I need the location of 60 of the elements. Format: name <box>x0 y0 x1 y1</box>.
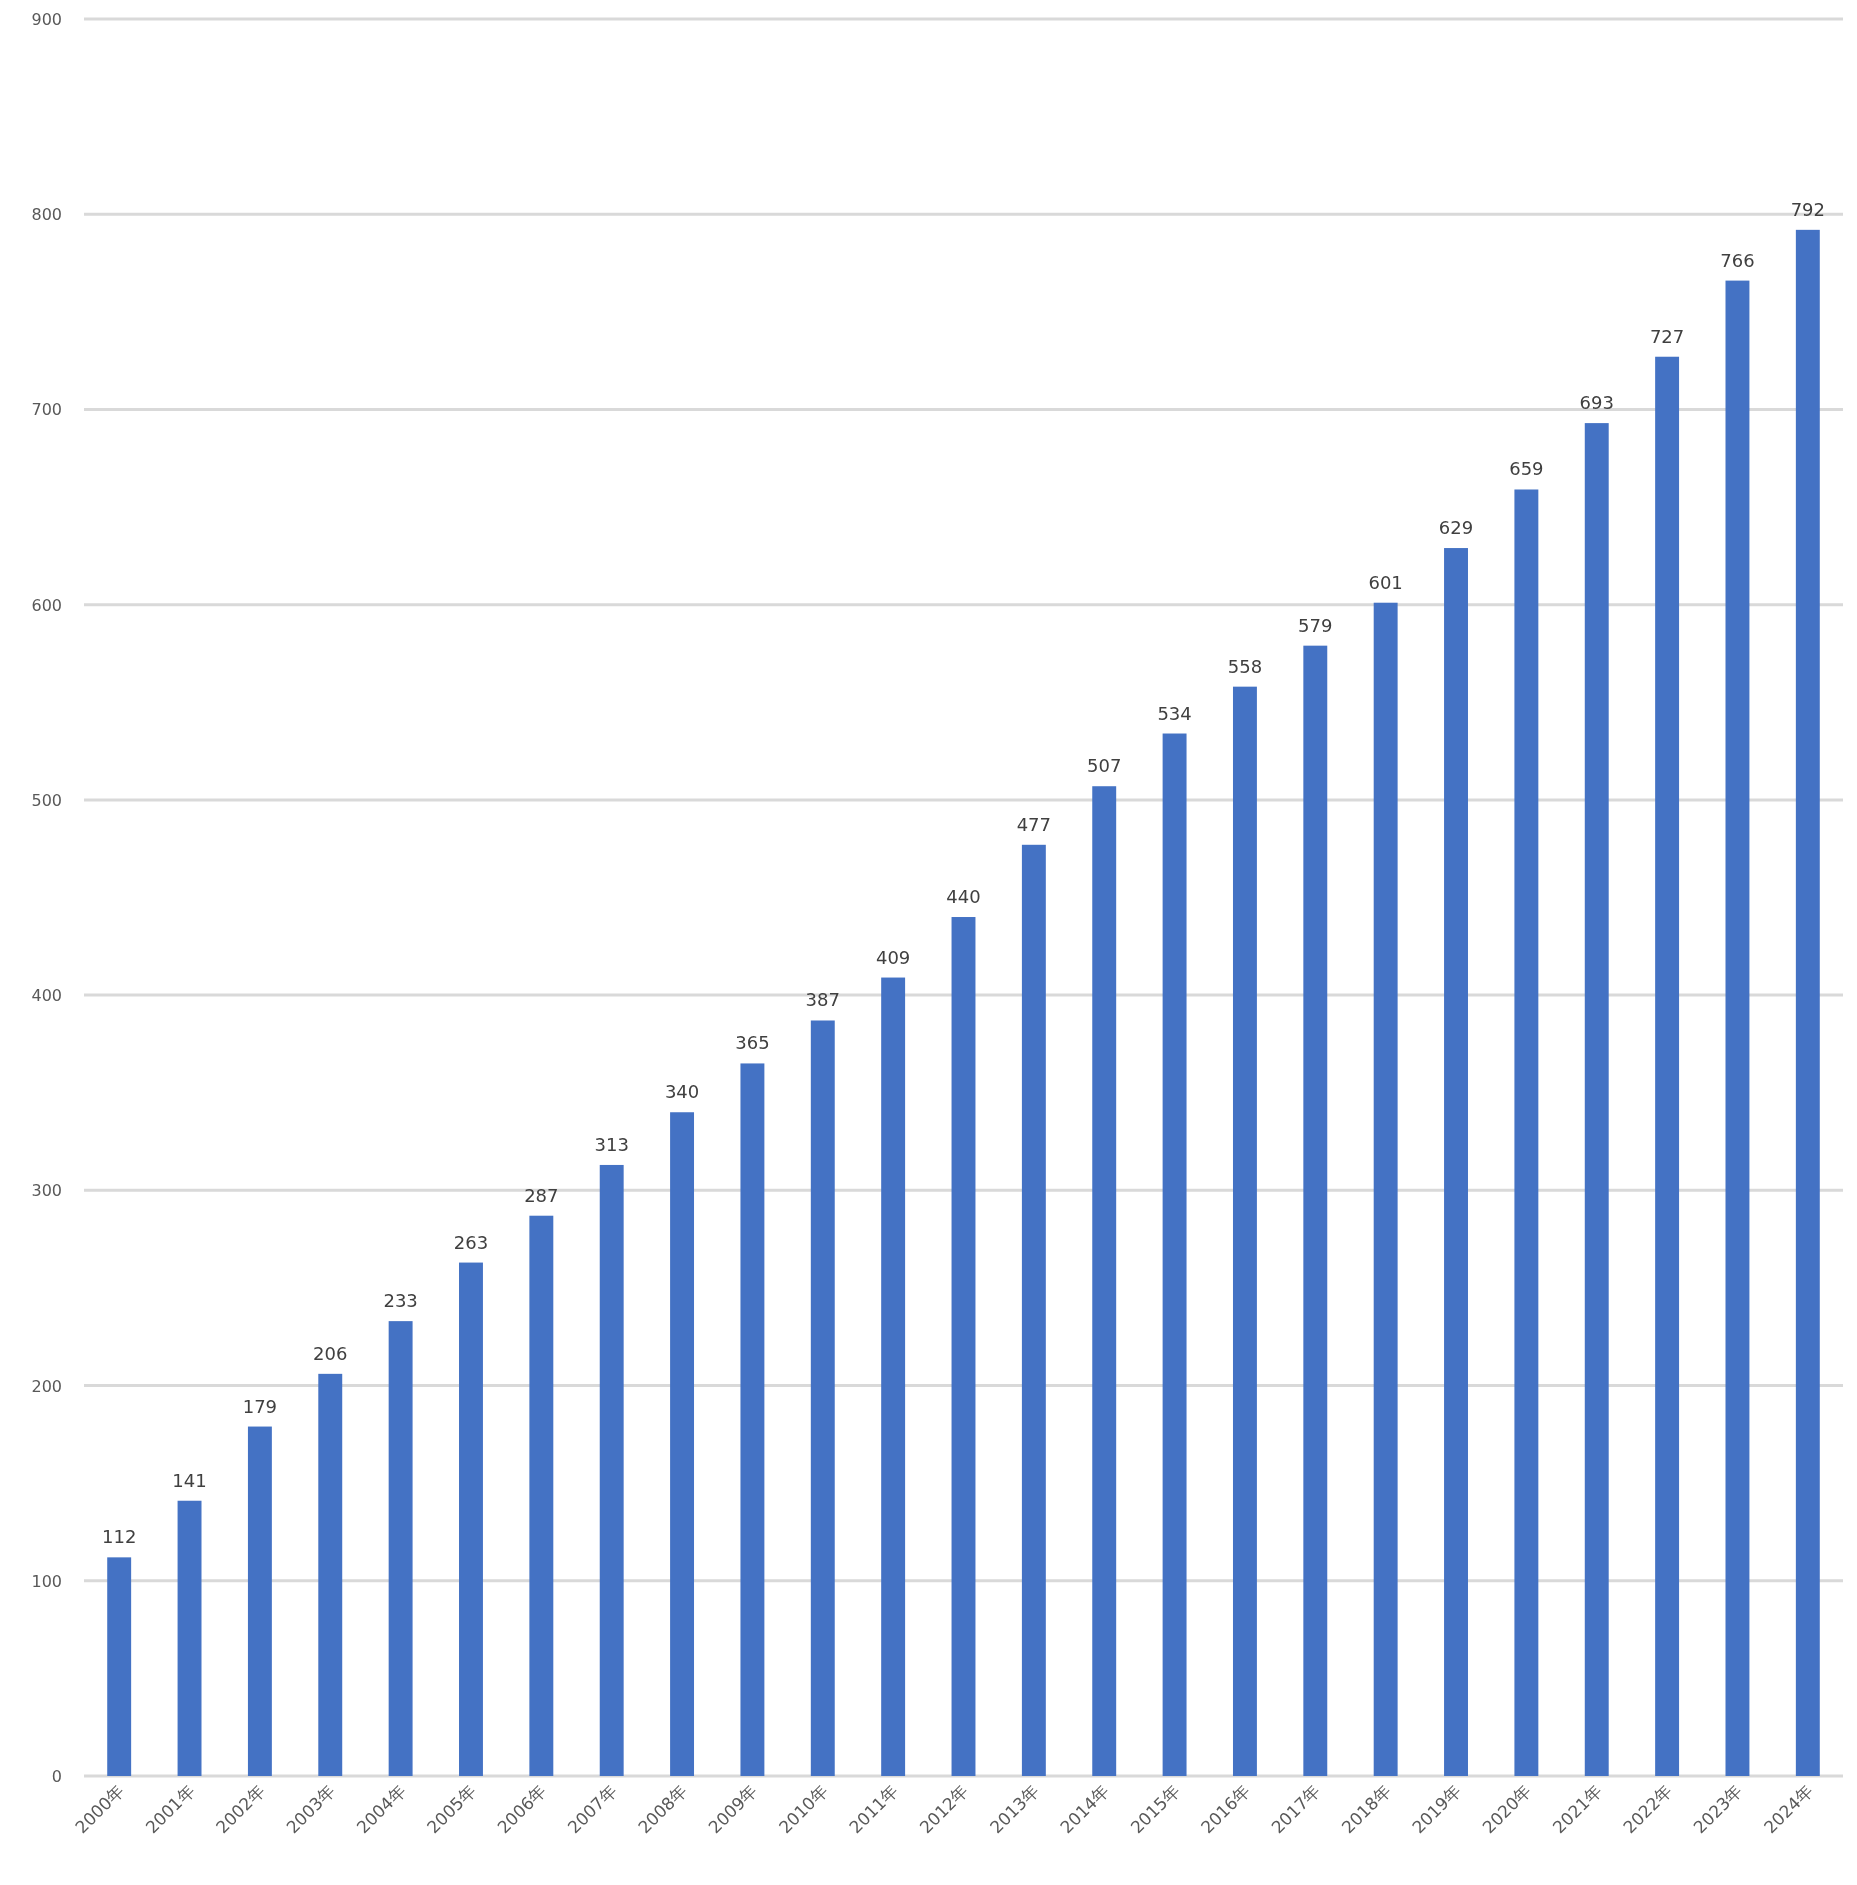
data-label: 233 <box>383 1290 418 1312</box>
data-label: 287 <box>524 1184 559 1206</box>
bar <box>1021 844 1046 1776</box>
y-tick-label: 700 <box>31 400 62 420</box>
bar <box>388 1321 413 1776</box>
data-label: 365 <box>735 1032 770 1054</box>
bar <box>1655 356 1680 1776</box>
bar <box>670 1112 695 1776</box>
data-label: 534 <box>1157 702 1192 724</box>
bar <box>1373 602 1398 1776</box>
bar <box>1795 229 1820 1776</box>
bar <box>459 1262 483 1776</box>
data-label: 112 <box>102 1526 137 1548</box>
data-label: 440 <box>946 886 981 908</box>
bar <box>1444 548 1468 1776</box>
bar <box>810 1020 835 1776</box>
data-label: 313 <box>594 1133 629 1155</box>
data-label: 659 <box>1509 458 1544 480</box>
data-label: 629 <box>1438 517 1474 539</box>
y-tick-label: 300 <box>31 1181 62 1201</box>
y-tick-label: 800 <box>31 205 62 225</box>
data-label: 477 <box>1016 813 1052 835</box>
bar <box>951 917 976 1776</box>
data-label: 601 <box>1368 571 1403 593</box>
y-tick-label: 400 <box>31 986 62 1006</box>
bar <box>529 1215 554 1776</box>
data-label: 206 <box>313 1342 348 1364</box>
y-tick-label: 500 <box>31 790 62 810</box>
bar <box>1584 423 1609 1776</box>
data-label: 579 <box>1298 614 1333 636</box>
data-label: 409 <box>875 946 911 968</box>
data-label: 558 <box>1227 655 1263 677</box>
data-label: 766 <box>1720 249 1755 271</box>
bar <box>1303 645 1328 1776</box>
bar <box>1092 786 1117 1776</box>
bar <box>1162 733 1187 1776</box>
bar <box>740 1063 765 1776</box>
data-label: 387 <box>805 989 840 1011</box>
y-tick-label: 200 <box>31 1376 62 1396</box>
bar <box>1514 489 1539 1776</box>
bar <box>247 1426 272 1776</box>
bar <box>599 1164 624 1776</box>
data-label: 340 <box>664 1081 700 1103</box>
data-label: 507 <box>1087 755 1122 777</box>
bar <box>107 1557 132 1776</box>
bar <box>881 977 906 1776</box>
bar <box>318 1373 343 1776</box>
data-label: 141 <box>172 1469 207 1491</box>
data-label: 263 <box>453 1231 489 1253</box>
bar <box>177 1500 202 1776</box>
data-label: 693 <box>1579 392 1614 414</box>
bar <box>1725 280 1750 1776</box>
y-tick-label: 600 <box>31 595 62 615</box>
bar <box>1232 686 1257 1776</box>
y-tick-label: 0 <box>51 1767 62 1786</box>
y-tick-label: 900 <box>31 10 62 29</box>
y-tick-label: 100 <box>31 1571 62 1591</box>
data-label: 727 <box>1649 325 1685 347</box>
data-label: 792 <box>1790 198 1825 220</box>
data-label: 179 <box>242 1395 278 1417</box>
